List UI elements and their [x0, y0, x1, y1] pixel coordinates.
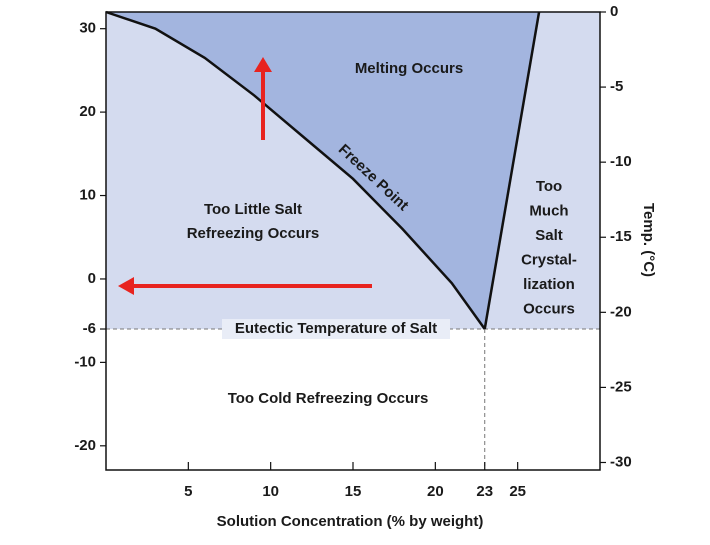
y2-tick-label: -15 [610, 228, 632, 245]
region-label: Crystal- [521, 251, 577, 268]
y-tick-label: -6 [83, 320, 96, 337]
y2-axis-label: Temp. (°C) [640, 203, 657, 277]
region-label: Occurs [523, 300, 575, 317]
x-tick-label: 25 [509, 483, 526, 500]
y2-tick-label: -10 [610, 153, 632, 170]
y2-tick-label: -25 [610, 378, 632, 395]
region-label: Salt [535, 227, 563, 244]
region-label: Much [529, 202, 568, 219]
x-axis-label: Solution Concentration (% by weight) [217, 513, 484, 530]
y2-tick-label: -30 [610, 453, 632, 470]
arrow-head [254, 57, 272, 72]
regions [106, 12, 600, 330]
region-label: Melting Occurs [355, 60, 463, 77]
region-label: Refreezing Occurs [187, 225, 320, 242]
region-label: lization [523, 276, 575, 293]
y2-tick-label: -5 [610, 78, 623, 95]
x-tick-label: 10 [262, 483, 279, 500]
melting-region [106, 12, 540, 330]
y-tick-label: 10 [79, 187, 96, 204]
arrow-head [118, 277, 134, 295]
region-label: Too [536, 178, 562, 195]
label-background [222, 319, 450, 340]
y2-tick-label: 0 [610, 3, 618, 20]
curve [105, 10, 486, 330]
region-label: Too Cold Refreezing Occurs [228, 390, 429, 407]
x-tick-label: 20 [427, 483, 444, 500]
y-tick-label: -20 [74, 437, 96, 454]
x-tick-label: 23 [476, 483, 493, 500]
y-tick-label: 20 [79, 103, 96, 120]
eutectic-label: Eutectic Temperature of Salt [235, 320, 437, 337]
curve [483, 11, 541, 330]
region-label: Too Little Salt [204, 201, 302, 218]
x-tick-label: 5 [184, 483, 192, 500]
arrows [118, 57, 372, 295]
y-tick-label: -10 [74, 353, 96, 370]
x-tick-label: 15 [345, 483, 362, 500]
y-tick-label: 0 [88, 270, 96, 287]
y2-tick-label: -20 [610, 303, 632, 320]
y-tick-label: 30 [79, 20, 96, 37]
